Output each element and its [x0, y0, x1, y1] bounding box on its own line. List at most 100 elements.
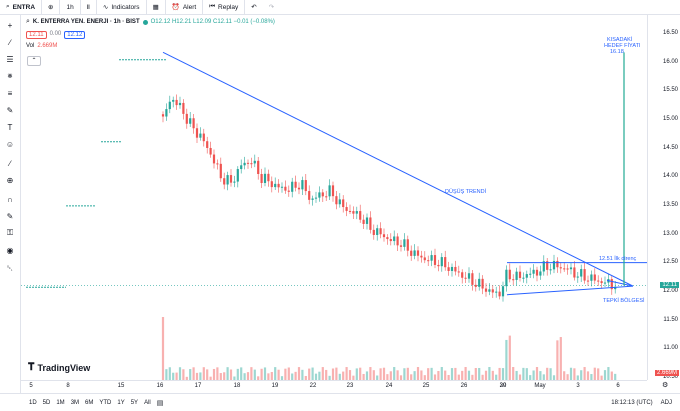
volume-bar	[542, 374, 545, 380]
candle-body	[352, 211, 355, 214]
volume-bar	[219, 373, 222, 380]
redo-button[interactable]: ↷	[263, 0, 280, 14]
crosshair-icon[interactable]: +	[7, 20, 13, 30]
clock[interactable]: 18:12:13 (UTC)	[611, 399, 653, 406]
plus-circle-icon: ⊕	[48, 4, 54, 11]
watermark-text: TradingView	[37, 362, 91, 373]
indicators-button[interactable]: ∿ Indicators	[97, 0, 147, 14]
pencil-lock-icon[interactable]: ✎	[6, 211, 14, 221]
volume-bar	[274, 367, 277, 380]
volume-bar	[484, 370, 488, 380]
last-price-label: 12.11	[660, 281, 679, 288]
time-tick: 18	[233, 383, 241, 389]
replay-button[interactable]: ⏮ Replay	[203, 0, 246, 14]
text-tool-icon[interactable]: T	[7, 122, 13, 132]
chart-type-button[interactable]: Ⅱ	[81, 0, 97, 14]
emoji-tool-icon[interactable]: ☺	[5, 139, 15, 149]
candle-body	[365, 217, 369, 224]
candle-body	[556, 260, 559, 268]
volume-bar	[481, 374, 484, 380]
range-ytd[interactable]: YTD	[99, 399, 112, 406]
volume-bar	[457, 374, 460, 380]
legend-title[interactable]: K. ENTERRA YEN. ENERJI · 1h · BIST	[32, 19, 140, 25]
range-5d[interactable]: 5D	[42, 399, 51, 406]
volume-bar	[172, 372, 175, 380]
volume-bar	[308, 368, 311, 380]
candle-body	[321, 192, 324, 197]
range-1m[interactable]: 1M	[56, 399, 65, 406]
price-tick: 10.50	[662, 373, 678, 380]
candle-body	[593, 274, 596, 281]
trash-icon[interactable]: ␡	[6, 264, 14, 273]
candle-body	[382, 234, 386, 238]
alert-label: Alert	[182, 3, 197, 11]
brush-tool-icon[interactable]: ✎	[6, 105, 14, 115]
volume-bar	[440, 367, 443, 380]
bid-box[interactable]: 12.11	[26, 31, 47, 39]
candle-body	[263, 173, 267, 183]
zoom-in-icon[interactable]: ⊕	[6, 175, 14, 185]
volume-bar	[199, 372, 202, 380]
compare-button[interactable]: ⊕	[42, 0, 61, 14]
candle-body	[573, 267, 576, 278]
candle-body	[614, 286, 617, 290]
volume-bar	[478, 367, 481, 380]
calendar-icon[interactable]: ▤	[156, 399, 164, 407]
candle-body	[542, 261, 545, 272]
volume-bar	[165, 369, 168, 380]
volume-bar	[348, 370, 352, 380]
candle-body	[600, 281, 603, 284]
volume-bar	[168, 367, 171, 380]
range-1y[interactable]: 1Y	[117, 399, 125, 406]
fib-tool-icon[interactable]: ☰	[6, 54, 14, 64]
range-3m[interactable]: 3M	[70, 399, 80, 406]
price-tick: 14.50	[662, 144, 678, 151]
price-axis[interactable]: 16.50 16.00 15.50 15.00 14.50 14.00 13.50 13.00…	[647, 15, 680, 380]
magnet-icon[interactable]: ∩	[7, 194, 13, 204]
candle-body	[389, 239, 392, 242]
range-6m[interactable]: 6M	[85, 399, 94, 406]
settings-gear-icon[interactable]: ⚙	[662, 382, 669, 389]
candle-body	[212, 154, 216, 164]
volume-bar	[342, 371, 345, 380]
range-all[interactable]: All	[144, 399, 151, 406]
ask-box[interactable]: 12.12	[64, 31, 86, 39]
trendline-tool-icon[interactable]: ∕	[9, 37, 11, 47]
volume-bar	[386, 374, 389, 380]
volume-bar	[586, 371, 590, 380]
bottom-toolbar: 1D 5D 1M 3M 6M YTD 1Y 5Y All ▤ 18:12:13 (UTC) AD…	[0, 393, 680, 411]
volume-bar	[192, 367, 195, 380]
candle-body	[325, 196, 328, 198]
volume-bar	[267, 373, 270, 380]
undo-button[interactable]: ↶	[245, 0, 262, 14]
candle-body	[413, 250, 416, 256]
layout-button[interactable]: ▦	[147, 0, 166, 14]
ruler-icon[interactable]: ∕	[9, 158, 11, 168]
volume-bar	[563, 371, 566, 380]
alert-button[interactable]: ⏰ Alert	[166, 0, 204, 14]
time-axis[interactable]: 5 8 15 16 17 18 19 22 23 24 25 26 29 30 May 3 6	[21, 380, 647, 393]
symbol-search[interactable]: ⌕ ENTRA	[0, 0, 43, 14]
lock-icon[interactable]: ⚿	[6, 228, 14, 237]
volume-bar	[182, 369, 185, 380]
range-5y[interactable]: 5Y	[130, 399, 139, 406]
candle-body	[250, 163, 253, 165]
range-1d[interactable]: 1D	[29, 399, 37, 406]
prediction-tool-icon[interactable]: ≡	[7, 88, 13, 98]
candle-body	[467, 273, 471, 279]
adj-button[interactable]: ADJ	[660, 399, 672, 406]
candle-body	[185, 113, 188, 124]
volume-bar	[597, 368, 600, 380]
candle-body	[195, 128, 199, 138]
price-chart[interactable]	[21, 15, 647, 380]
price-tick: 15.00	[662, 115, 678, 122]
volume-bar	[253, 369, 256, 380]
candle-body	[505, 269, 508, 287]
volume-bar	[284, 368, 287, 380]
eye-icon[interactable]: ◉	[6, 245, 14, 255]
volume-bar	[583, 367, 586, 380]
collapse-legend-button[interactable]: ⌃	[27, 56, 41, 66]
pattern-tool-icon[interactable]: ⨳	[7, 71, 13, 80]
candle-body	[216, 163, 219, 165]
timeframe-button[interactable]: 1h	[60, 0, 81, 14]
